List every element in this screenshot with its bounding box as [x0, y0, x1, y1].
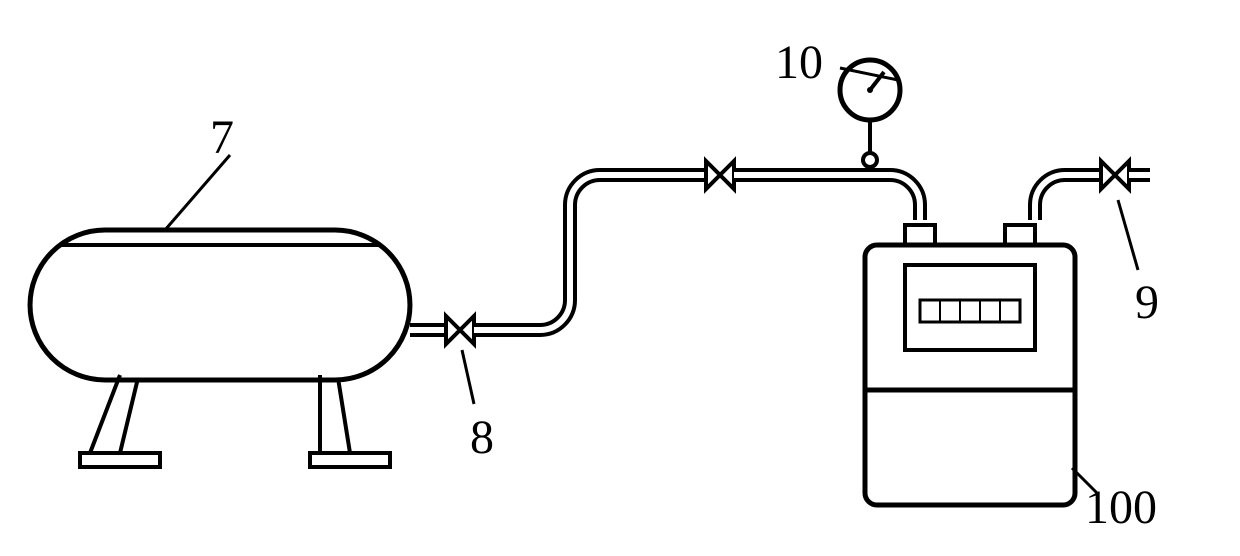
label-valve-outlet: 9 [1135, 275, 1159, 330]
leader-l8 [462, 350, 474, 404]
label-tank: 7 [210, 110, 234, 165]
tank-body [30, 230, 410, 380]
pipe-seg-1 [474, 175, 706, 330]
label-meter: 100 [1085, 480, 1157, 535]
tank-foot-right [310, 453, 390, 467]
leader-l7 [165, 155, 230, 230]
gauge-pin [867, 87, 873, 93]
leader-l9 [1118, 200, 1138, 270]
gauge-connector [863, 153, 877, 167]
meter-body [865, 245, 1075, 505]
meter-inlet-port [905, 225, 935, 245]
valve-8 [446, 316, 474, 344]
tank-foot-left [80, 453, 160, 467]
schematic-diagram [0, 0, 1240, 556]
label-valve-tank-out: 8 [470, 410, 494, 465]
meter-outlet-port [1005, 225, 1035, 245]
valve-top [706, 161, 734, 189]
valve-9 [1101, 161, 1129, 189]
tank-leg-left [90, 375, 138, 453]
meter-window [905, 265, 1035, 350]
meter-counter [920, 300, 1020, 322]
pipe-seg-2 [734, 175, 920, 220]
tank-leg-right [320, 375, 350, 453]
label-gauge: 10 [775, 35, 823, 90]
